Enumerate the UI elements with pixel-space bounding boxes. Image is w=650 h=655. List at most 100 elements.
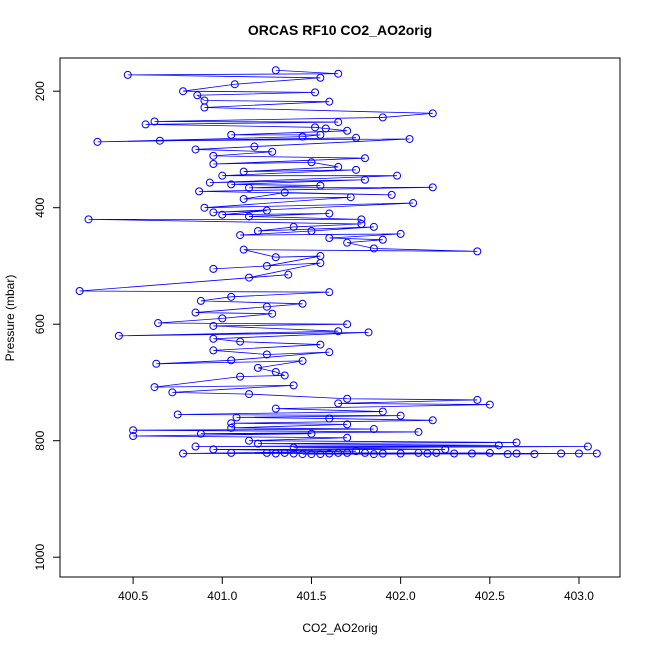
point bbox=[512, 449, 521, 458]
point bbox=[195, 187, 204, 196]
point bbox=[154, 319, 163, 328]
point bbox=[230, 80, 239, 89]
x-tick-label: 401.5 bbox=[296, 589, 326, 603]
point bbox=[245, 183, 254, 192]
point bbox=[334, 69, 343, 78]
point bbox=[232, 413, 241, 422]
point bbox=[129, 426, 138, 435]
point bbox=[245, 212, 254, 221]
point bbox=[200, 203, 209, 212]
y-tick-label: 200 bbox=[33, 81, 47, 101]
point bbox=[428, 416, 437, 425]
point bbox=[173, 410, 182, 419]
point bbox=[432, 448, 441, 457]
point bbox=[298, 299, 307, 308]
point bbox=[321, 124, 330, 133]
point bbox=[334, 162, 343, 171]
point bbox=[414, 427, 423, 436]
point bbox=[378, 407, 387, 416]
point bbox=[334, 448, 343, 457]
point bbox=[123, 70, 132, 79]
point bbox=[280, 371, 289, 380]
point bbox=[393, 171, 402, 180]
point bbox=[196, 296, 205, 305]
point bbox=[307, 158, 316, 167]
point bbox=[284, 270, 293, 279]
point bbox=[530, 450, 539, 459]
x-tick-label: 403.0 bbox=[564, 589, 594, 603]
point bbox=[494, 441, 503, 450]
point bbox=[343, 238, 352, 247]
point bbox=[405, 134, 414, 143]
point bbox=[227, 180, 236, 189]
point bbox=[179, 87, 188, 96]
point bbox=[245, 436, 254, 445]
point bbox=[209, 445, 218, 454]
point bbox=[364, 328, 373, 337]
point bbox=[378, 113, 387, 122]
point bbox=[325, 233, 334, 242]
point bbox=[334, 327, 343, 336]
point bbox=[262, 261, 271, 270]
point bbox=[346, 193, 355, 202]
point bbox=[369, 222, 378, 231]
point bbox=[271, 449, 280, 458]
point bbox=[227, 292, 236, 301]
point bbox=[150, 383, 159, 392]
point bbox=[218, 210, 227, 219]
point bbox=[557, 449, 566, 458]
point bbox=[485, 448, 494, 457]
series-line bbox=[79, 69, 597, 455]
point bbox=[227, 448, 236, 457]
x-tick-label: 400.5 bbox=[118, 589, 148, 603]
point bbox=[289, 222, 298, 231]
point bbox=[236, 372, 245, 381]
point bbox=[503, 450, 512, 459]
point bbox=[262, 206, 271, 215]
point bbox=[352, 133, 361, 142]
point bbox=[325, 209, 334, 218]
point bbox=[84, 215, 93, 224]
point bbox=[209, 346, 218, 355]
point bbox=[250, 142, 259, 151]
point bbox=[316, 450, 325, 459]
point bbox=[325, 449, 334, 458]
y-tick-label: 1000 bbox=[33, 544, 47, 571]
point bbox=[271, 404, 280, 413]
point bbox=[428, 109, 437, 118]
point bbox=[298, 450, 307, 459]
point bbox=[236, 231, 245, 240]
point bbox=[387, 190, 396, 199]
point bbox=[343, 420, 352, 429]
point bbox=[352, 447, 361, 456]
point bbox=[343, 126, 352, 135]
chart-title: ORCAS RF10 CO2_AO2orig bbox=[248, 22, 432, 38]
y-tick-label: 800 bbox=[33, 430, 47, 450]
point bbox=[236, 337, 245, 346]
point bbox=[289, 381, 298, 390]
point bbox=[307, 450, 316, 459]
point bbox=[343, 394, 352, 403]
point bbox=[467, 449, 476, 458]
point bbox=[268, 147, 277, 156]
point bbox=[191, 145, 200, 154]
point bbox=[209, 264, 218, 273]
point bbox=[227, 130, 236, 139]
point bbox=[378, 235, 387, 244]
plot-box bbox=[59, 57, 621, 578]
point bbox=[369, 244, 378, 253]
point bbox=[316, 340, 325, 349]
x-axis-label: CO2_AO2orig bbox=[302, 621, 377, 635]
point bbox=[423, 449, 432, 458]
point bbox=[473, 247, 482, 256]
point bbox=[352, 165, 361, 174]
y-tick-label: 400 bbox=[33, 197, 47, 217]
point bbox=[271, 253, 280, 262]
point bbox=[227, 419, 236, 428]
point bbox=[485, 400, 494, 409]
point bbox=[253, 227, 262, 235]
point bbox=[574, 449, 583, 458]
point bbox=[396, 449, 405, 458]
